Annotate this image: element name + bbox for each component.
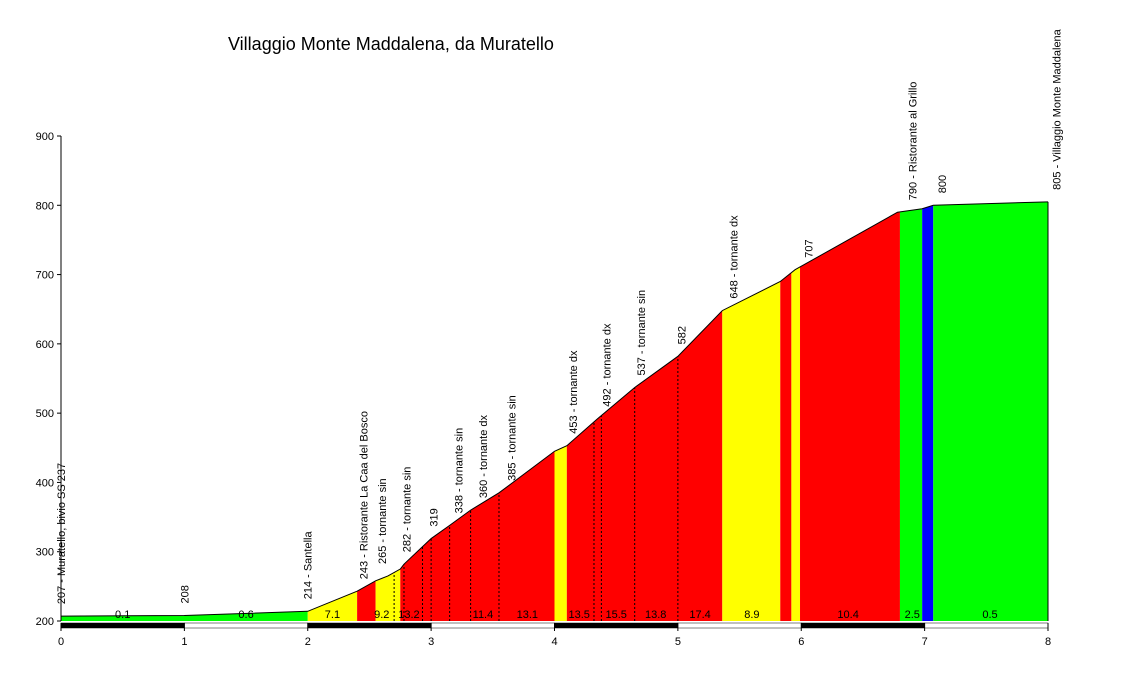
x-tick-label-3: 3 [428, 636, 434, 648]
x-tick-label-4: 4 [551, 636, 557, 648]
point-label-707: 707 [804, 239, 816, 257]
segment-label-12: 10.4 [837, 609, 858, 621]
segment-label-6: 13.1 [517, 609, 538, 621]
km-bar-2 [307, 622, 432, 629]
segment-label-2: 7.1 [325, 609, 340, 621]
point-label-338-tornante-sin: 338 - tornante sin [453, 428, 465, 514]
segment-label-3: 9.2 [374, 609, 389, 621]
y-tick-label-200: 200 [36, 616, 54, 628]
segment-label-11: 8.9 [744, 609, 759, 621]
point-label-648-tornante-dx: 648 - tornante dx [728, 215, 740, 299]
profile-line [60, 201, 1049, 617]
band-2-red [357, 580, 376, 621]
point-label-360-tornante-dx: 360 - tornante dx [478, 414, 490, 498]
band-7-yellow [722, 281, 781, 621]
segment-label-4: 13.2 [398, 609, 419, 621]
x-tick-label-5: 5 [675, 636, 681, 648]
km-bar-0 [60, 622, 185, 629]
segment-label-10: 17.4 [689, 609, 710, 621]
segment-label-8: 15.5 [605, 609, 626, 621]
point-label-790-ristorante-al-grillo: 790 - Ristorante al Grillo [907, 82, 919, 201]
point-label-582: 582 [677, 326, 689, 344]
km-bar-7 [924, 622, 1049, 629]
segment-label-9: 13.8 [645, 609, 666, 621]
band-13-green [933, 201, 1048, 622]
segment-label-14: 0.5 [982, 609, 997, 621]
band-1-yellow [307, 591, 358, 621]
point-label-800: 800 [937, 175, 949, 193]
point-label-208: 208 [179, 585, 191, 603]
point-label-319: 319 [429, 508, 441, 526]
km-bar-4 [554, 622, 679, 629]
point-label-265-tornante-sin: 265 - tornante sin [377, 478, 389, 564]
x-tick-label-1: 1 [181, 636, 187, 648]
km-bar-1 [184, 622, 308, 629]
y-tick-label-500: 500 [36, 408, 54, 420]
band-4-red [400, 451, 555, 621]
chart-title: Villaggio Monte Maddalena, da Muratello [228, 34, 554, 54]
segment-label-0: 0.1 [115, 609, 130, 621]
segment-label-1: 0.6 [238, 609, 253, 621]
point-label-207-muratello-bivio-ss-237: 207 - Muratello, bivio SS 237 [56, 463, 68, 604]
y-tick-label-700: 700 [36, 270, 54, 282]
gradient-bands [61, 201, 1048, 622]
y-tick-label-900: 900 [36, 131, 54, 143]
axes: 200 300 400 500 600 700 800 900 0 1 2 3 4 5 6 7 8 [36, 131, 1051, 648]
point-label-282-tornante-sin: 282 - tornante sin [401, 467, 413, 553]
segment-label-7: 13.5 [568, 609, 589, 621]
point-label-492-tornante-dx: 492 - tornante dx [601, 323, 613, 407]
y-tick-label-400: 400 [36, 477, 54, 489]
segment-label-13: 2.5 [905, 609, 920, 621]
y-tick-label-800: 800 [36, 200, 54, 212]
x-tick-label-7: 7 [922, 636, 928, 648]
band-8-red [780, 272, 792, 621]
band-10-red [800, 211, 900, 621]
point-label-537-tornante-sin: 537 - tornante sin [636, 290, 648, 376]
segment-label-5: 11.4 [473, 609, 494, 621]
point-label-243-ristorante-la-caa-del-bosco: 243 - Ristorante La Caa del Bosco [358, 411, 370, 579]
profile-line-group [60, 201, 1049, 621]
segment-labels: 0.1 0.6 7.1 9.2 13.2 11.4 13.1 13.5 15.5 13.8 17.4… [115, 609, 998, 621]
y-tick-label-600: 600 [36, 339, 54, 351]
km-bar-3 [430, 622, 555, 629]
point-label-453-tornante-dx: 453 - tornante dx [568, 350, 580, 434]
x-tick-label-0: 0 [58, 636, 64, 648]
point-label-214-santella: 214 - Santella [303, 531, 315, 600]
x-tick-label-8: 8 [1045, 636, 1051, 648]
point-label-805-villaggio-monte-maddalena: 805 - Villaggio Monte Maddalena [1052, 28, 1064, 190]
band-11-green [899, 208, 923, 621]
x-tick-label-2: 2 [305, 636, 311, 648]
y-tick-label-300: 300 [36, 547, 54, 559]
point-labels: 207 - Muratello, bivio SS 237 208 214 - Sa… [56, 28, 1064, 604]
dashed-markers [393, 356, 679, 621]
x-tick-label-6: 6 [798, 636, 804, 648]
point-label-385-tornante-sin: 385 - tornante sin [506, 395, 518, 481]
band-5-yellow [554, 445, 567, 621]
band-9-yellow [791, 266, 801, 621]
km-bar-6 [801, 622, 925, 629]
band-6-red [566, 310, 723, 621]
km-bar-5 [677, 622, 802, 629]
band-12-blue [922, 205, 934, 622]
